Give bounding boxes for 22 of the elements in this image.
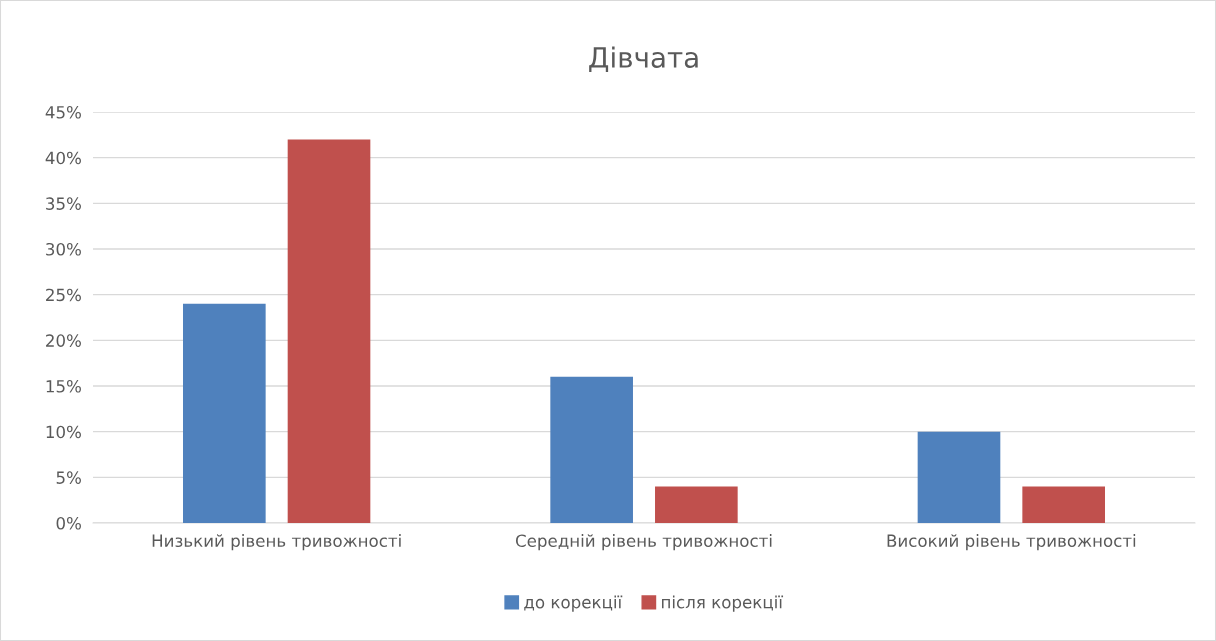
bar	[550, 376, 633, 523]
bar	[917, 431, 1001, 523]
legend-label: до корекції	[524, 595, 623, 612]
y-tick-label: 25%	[46, 288, 81, 302]
y-tick-label: 45%	[45, 105, 81, 119]
y-tick-label: 10%	[46, 425, 81, 439]
y-tick-label: 0%	[56, 516, 81, 530]
x-tick-label: Високий рівень тривожності	[887, 534, 1136, 551]
x-tick-label: Середній рівень тривожності	[515, 534, 772, 551]
y-tick-label: 30%	[46, 242, 81, 256]
y-tick-label: 40%	[45, 151, 81, 165]
bar	[1022, 486, 1105, 523]
bar	[287, 139, 371, 523]
bar	[183, 303, 266, 523]
chart-title: Дівчата	[589, 46, 698, 72]
y-tick-label: 5%	[56, 471, 81, 484]
legend-label: після корекції	[662, 595, 784, 612]
y-tick-label: 15%	[46, 379, 81, 393]
y-tick-label: 20%	[46, 334, 81, 347]
x-tick-label: Низький рівень тривожності	[152, 534, 401, 551]
y-tick-label: 35%	[46, 197, 81, 210]
bar	[655, 486, 738, 523]
